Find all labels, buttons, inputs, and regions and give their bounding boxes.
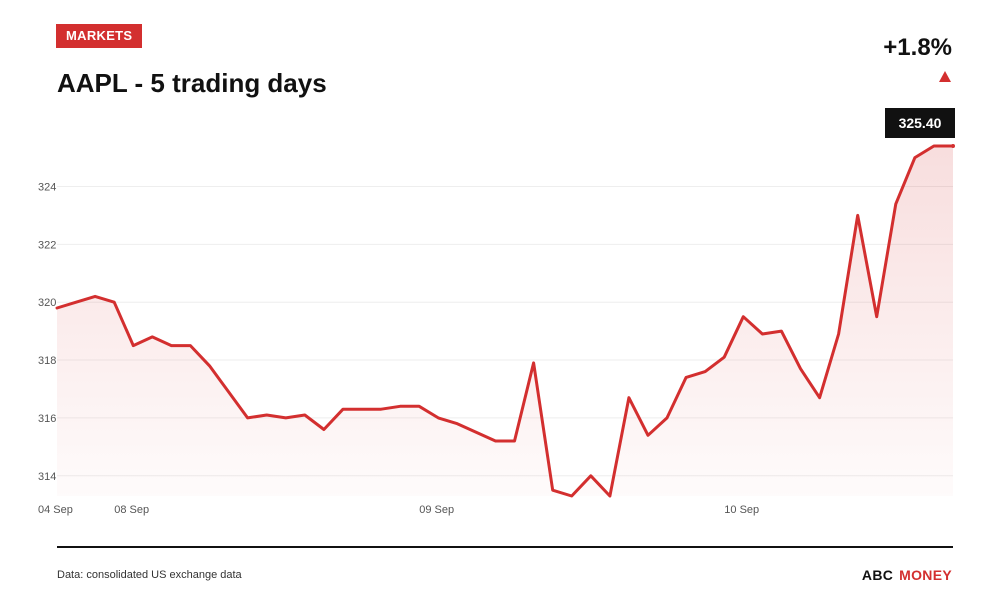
data-point	[837, 332, 841, 336]
data-point	[818, 396, 822, 400]
data-point	[150, 335, 154, 339]
footer-divider	[57, 546, 953, 548]
data-point	[131, 344, 135, 348]
up-triangle-icon	[939, 71, 951, 82]
data-point	[246, 416, 250, 420]
data-point	[93, 294, 97, 298]
data-point	[208, 364, 212, 368]
chart-title: AAPL - 5 trading days	[57, 68, 327, 98]
data-point	[646, 433, 650, 437]
y-axis-ticks: 314 316 318 320 322 324	[38, 181, 56, 482]
x-tick-label: 09 Sep	[419, 504, 454, 516]
data-point	[341, 407, 345, 411]
data-point	[417, 404, 421, 408]
data-point	[913, 156, 917, 160]
data-point	[360, 407, 364, 411]
y-tick-label: 322	[38, 239, 56, 251]
data-point	[188, 344, 192, 348]
data-point	[570, 494, 574, 498]
data-points	[55, 144, 955, 498]
price-area	[57, 146, 953, 496]
y-tick-label: 318	[38, 355, 56, 367]
y-tick-label: 316	[38, 413, 56, 425]
data-point	[474, 430, 478, 434]
data-point	[74, 300, 78, 304]
x-axis-ticks: 04 Sep 08 Sep 09 Sep 10 Sep	[38, 504, 759, 516]
data-point	[627, 396, 631, 400]
data-point	[265, 413, 269, 417]
data-point	[760, 332, 764, 336]
brand-logo: ABC MONEY	[862, 567, 952, 583]
data-point	[779, 329, 783, 333]
data-point	[112, 300, 116, 304]
data-point	[798, 367, 802, 371]
data-point	[169, 344, 173, 348]
last-price-box	[885, 108, 955, 138]
data-point	[436, 416, 440, 420]
data-point	[55, 306, 59, 310]
data-point	[379, 407, 383, 411]
section-badge: MARKETS	[56, 24, 143, 48]
price-line	[55, 144, 955, 498]
data-point	[551, 488, 555, 492]
brand-name-accent: MONEY	[899, 567, 952, 583]
data-point	[589, 474, 593, 478]
data-point	[532, 361, 536, 365]
data-source: Data: consolidated US exchange data	[57, 569, 242, 581]
data-point	[513, 439, 517, 443]
data-point	[303, 413, 307, 417]
x-tick-label: 10 Sep	[724, 504, 759, 516]
data-point	[951, 144, 955, 148]
data-point	[608, 494, 612, 498]
data-point	[684, 375, 688, 379]
percent-change: +1.8%	[883, 34, 952, 61]
data-point	[284, 416, 288, 420]
data-point	[894, 202, 898, 206]
data-point	[875, 315, 879, 319]
brand-name: ABC	[861, 567, 894, 583]
data-point	[455, 422, 459, 426]
y-tick-label: 324	[38, 181, 56, 193]
data-point	[665, 416, 669, 420]
y-tick-label: 314	[38, 471, 56, 483]
data-point	[932, 144, 936, 148]
data-point	[322, 427, 326, 431]
data-point	[227, 390, 231, 394]
x-tick-label: 08 Sep	[114, 504, 149, 516]
x-tick-label: 04 Sep	[38, 504, 73, 516]
y-tick-label: 320	[38, 297, 56, 309]
last-price-label: 325.40	[899, 115, 942, 131]
data-point	[741, 315, 745, 319]
data-point	[493, 439, 497, 443]
last-price-callout: 325.40	[885, 108, 955, 138]
data-point	[722, 355, 726, 359]
data-point	[703, 370, 707, 374]
data-point	[398, 404, 402, 408]
data-point	[856, 213, 860, 217]
